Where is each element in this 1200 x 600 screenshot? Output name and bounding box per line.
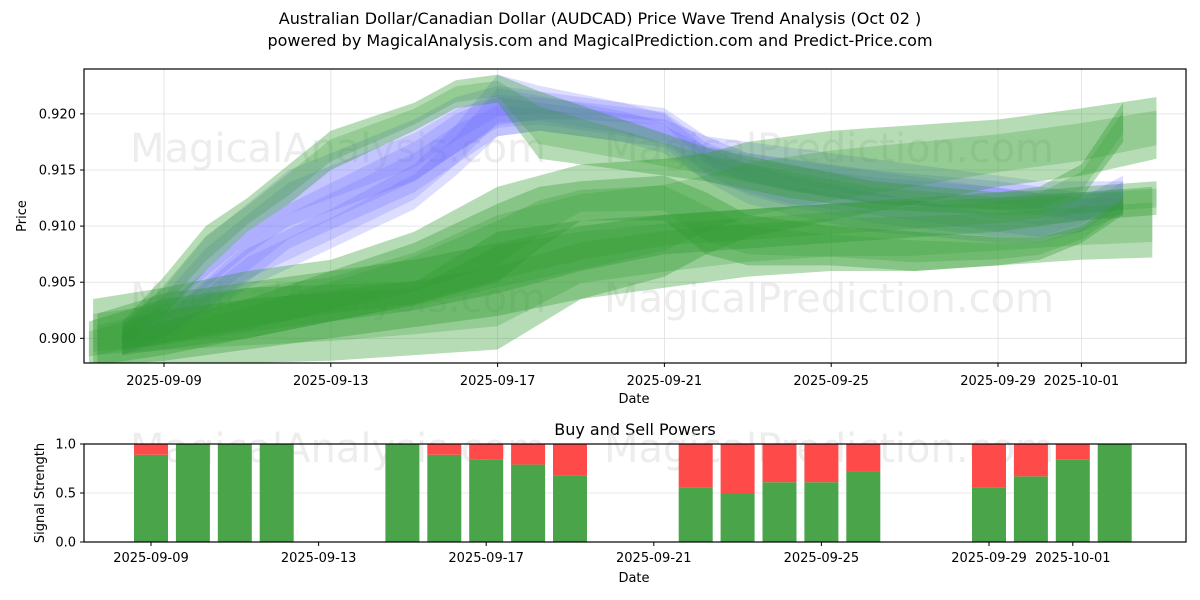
sell-bar bbox=[1056, 444, 1090, 460]
buy-bar bbox=[1098, 444, 1132, 542]
sell-bar bbox=[972, 444, 1006, 487]
signal-x-tick-label: 2025-09-25 bbox=[784, 551, 860, 566]
price-y-tick-label: 0.915 bbox=[39, 163, 76, 178]
price-y-tick-label: 0.905 bbox=[39, 276, 76, 291]
buy-bar bbox=[427, 455, 461, 542]
price-y-tick-label: 0.900 bbox=[39, 332, 76, 347]
signal-x-tick-label: 2025-09-29 bbox=[951, 551, 1027, 566]
sell-bar bbox=[804, 444, 838, 482]
price-y-axis: 0.900 0.905 0.910 0.915 0.920 bbox=[39, 107, 84, 346]
buy-bar bbox=[763, 482, 797, 542]
signal-x-axis: 2025-09-09 2025-09-13 2025-09-17 2025-09-21… bbox=[113, 542, 1110, 566]
buy-bar bbox=[385, 444, 419, 542]
price-x-axis: 2025-09-09 2025-09-13 2025-09-17 2025-09-21… bbox=[126, 363, 1119, 389]
sell-bar bbox=[134, 444, 168, 455]
price-x-tick-label: 2025-10-01 bbox=[1044, 374, 1120, 389]
price-y-tick-label: 0.920 bbox=[39, 107, 76, 122]
buy-bar bbox=[721, 493, 755, 542]
price-y-tick-label: 0.910 bbox=[39, 220, 76, 235]
price-x-tick-label: 2025-09-29 bbox=[960, 374, 1036, 389]
sell-bar bbox=[553, 444, 587, 475]
buy-bar bbox=[972, 487, 1006, 542]
buy-bar bbox=[1014, 476, 1048, 542]
buy-bar bbox=[846, 471, 880, 542]
buy-bar bbox=[134, 455, 168, 542]
sell-bar bbox=[511, 444, 545, 465]
price-x-tick-label: 2025-09-09 bbox=[126, 374, 202, 389]
price-y-axis-label: Price bbox=[15, 200, 30, 232]
price-x-tick-label: 2025-09-17 bbox=[460, 374, 536, 389]
price-x-axis-label: Date bbox=[618, 392, 649, 407]
buy-bar bbox=[218, 444, 252, 542]
sell-bar bbox=[763, 444, 797, 482]
buy-bar bbox=[176, 444, 210, 542]
signal-x-axis-label: Date bbox=[618, 571, 649, 586]
sell-bar bbox=[679, 444, 713, 487]
signal-y-axis: 0.0 0.5 1.0 bbox=[55, 438, 84, 551]
price-x-tick-label: 2025-09-25 bbox=[793, 374, 869, 389]
price-x-tick-label: 2025-09-13 bbox=[293, 374, 369, 389]
sell-bar bbox=[469, 444, 503, 460]
signal-x-tick-label: 2025-09-21 bbox=[616, 551, 692, 566]
sell-bar bbox=[427, 444, 461, 455]
buy-bar bbox=[679, 487, 713, 542]
signal-y-axis-label: Signal Strength bbox=[33, 443, 48, 543]
signal-x-tick-label: 2025-09-17 bbox=[448, 551, 524, 566]
sell-bar bbox=[846, 444, 880, 471]
buy-bar bbox=[804, 482, 838, 542]
buy-bar bbox=[469, 460, 503, 542]
price-wave-bands bbox=[89, 75, 1157, 367]
signal-x-tick-label: 2025-09-09 bbox=[113, 551, 189, 566]
buy-bar bbox=[511, 465, 545, 542]
signal-y-tick-label: 0.5 bbox=[55, 487, 76, 502]
chart-canvas: MagicalAnalysis.com MagicalPrediction.co… bbox=[0, 0, 1200, 600]
sell-bar bbox=[1014, 444, 1048, 476]
buy-bar bbox=[260, 444, 294, 542]
buy-bar bbox=[553, 475, 587, 542]
price-x-tick-label: 2025-09-21 bbox=[627, 374, 703, 389]
buy-bar bbox=[1056, 460, 1090, 542]
signal-x-tick-label: 2025-09-13 bbox=[281, 551, 357, 566]
signal-y-tick-label: 0.0 bbox=[55, 536, 76, 551]
signal-x-tick-label: 2025-10-01 bbox=[1035, 551, 1111, 566]
signal-y-tick-label: 1.0 bbox=[55, 438, 76, 453]
sell-bar bbox=[721, 444, 755, 493]
